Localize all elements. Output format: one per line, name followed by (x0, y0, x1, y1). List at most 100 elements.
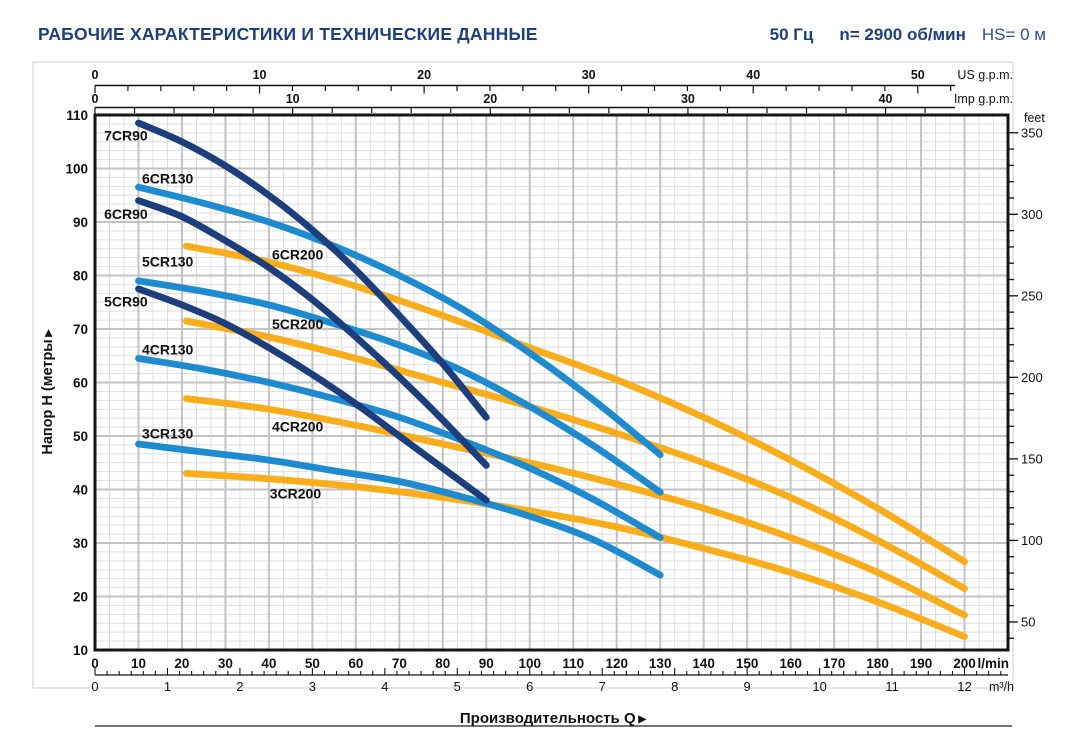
plot-border (93, 113, 1010, 652)
m3h-tick-label: 6 (526, 679, 533, 694)
curve-label-6CR200: 6CR200 (272, 246, 324, 262)
m3h-tick-label: 8 (671, 679, 678, 694)
feet-tick-label: 50 (1021, 614, 1035, 629)
feet-tick-label: 200 (1021, 370, 1043, 385)
chart-header: РАБОЧИЕ ХАРАКТЕРИСТИКИ И ТЕХНИЧЕСКИЕ ДАН… (38, 24, 1046, 45)
m3h-tick-label: 12 (957, 679, 971, 694)
lmin-tick-label: 70 (392, 656, 407, 671)
curve-label-6CR90: 6CR90 (104, 206, 148, 222)
curve-3CR200 (182, 470, 968, 640)
meters-tick-label: 90 (73, 215, 88, 230)
lmin-tick-label: 40 (261, 656, 276, 671)
curve-label-5CR200: 5CR200 (272, 316, 324, 332)
meters-tick-label: 60 (73, 375, 88, 390)
y-axis-title: Напор H (метры ▶ (40, 328, 56, 455)
curve-4CR200 (182, 395, 968, 619)
feet-tick-label: 100 (1021, 533, 1043, 548)
meters-tick-label: 40 (73, 482, 88, 497)
m3h-tick-label: 3 (309, 679, 316, 694)
x-axis-title-group: Производительность Q ▶ (95, 710, 1012, 727)
tick-label: 0 (92, 92, 99, 106)
meters-tick-label: 110 (66, 108, 88, 123)
lmin-tick-label: 50 (305, 656, 320, 671)
curve-label-5CR90: 5CR90 (104, 294, 148, 310)
feet-tick-label: 150 (1021, 451, 1043, 466)
axis-feet: 350 300 250 200 150 100 50 feet (1008, 111, 1045, 639)
lmin-tick-label: 180 (866, 656, 889, 671)
meters-tick-label: 50 (73, 429, 88, 444)
lmin-tick-label: 100 (518, 656, 541, 671)
frequency-value: 50 Гц (769, 25, 814, 44)
m3h-tick-label: 4 (381, 679, 388, 694)
axis-us-gpm: 0 10 20 30 40 50 US g.p.m. (92, 68, 1013, 94)
feet-tick-label: 250 (1021, 288, 1043, 303)
tick-label: 20 (417, 68, 431, 82)
m3h-tick-label: 2 (236, 679, 243, 694)
chart-outer-border (32, 61, 1014, 689)
tick-label: 0 (92, 68, 99, 82)
curve-6CR130 (135, 183, 664, 459)
lmin-tick-label: 80 (435, 656, 450, 671)
curve-5CR90 (135, 285, 490, 504)
tick-label: 30 (582, 68, 596, 82)
curve-6CR200 (182, 242, 968, 566)
tick-label: 40 (879, 92, 893, 106)
m3h-tick-label: 5 (454, 679, 461, 694)
m3h-tick-label: 7 (599, 679, 606, 694)
meters-tick-label: 10 (73, 643, 88, 658)
m3h-tick-label: 1 (164, 679, 171, 694)
curve-label-4CR130: 4CR130 (142, 342, 194, 358)
curve-5CR200 (182, 317, 968, 592)
tick-label: 10 (253, 68, 267, 82)
tick-label: 30 (681, 92, 695, 106)
x-axis-title: Производительность Q ▶ (460, 710, 648, 727)
lmin-tick-label: 130 (649, 656, 672, 671)
feet-tick-label: 300 (1021, 207, 1043, 222)
axis-imp-gpm-unit: Imp g.p.m. (954, 92, 1013, 106)
lmin-tick-label: 170 (823, 656, 846, 671)
feet-tick-label: 350 (1021, 125, 1043, 140)
axis-meters: 110 100 90 80 70 60 50 40 30 20 10 Напор H (метры ▶ (40, 108, 88, 658)
feet-unit: feet (1024, 111, 1045, 125)
curves (135, 119, 968, 640)
lmin-tick-label: 150 (736, 656, 759, 671)
curve-label-6CR130: 6CR130 (142, 170, 194, 186)
curve-5CR130 (135, 277, 664, 496)
axis-lmin: 0 10 20 30 40 50 60 70 80 90 100 110 120 130 140 150 160… (91, 656, 1009, 671)
meters-tick-label: 20 (73, 589, 88, 604)
m3h-tick-label: 0 (91, 679, 98, 694)
lmin-tick-label: 30 (218, 656, 233, 671)
tick-label: 20 (483, 92, 497, 106)
lmin-tick-label: 190 (910, 656, 933, 671)
grid-major (95, 115, 1008, 650)
axis-imp-gpm: 0 10 20 30 40 Imp g.p.m. (92, 92, 1013, 116)
tick-label: 40 (746, 68, 760, 82)
tick-label: 10 (286, 92, 300, 106)
meters-tick-label: 80 (73, 268, 88, 283)
axis-m3h: 0 1 2 3 4 5 6 7 8 9 10 11 12 m³/h (91, 668, 1014, 694)
lmin-tick-label: 160 (779, 656, 802, 671)
suction-head-value: HS= 0 м (981, 25, 1046, 44)
lmin-unit: l/min (978, 656, 1010, 671)
meters-tick-label: 70 (73, 322, 88, 337)
curve-label-7CR90: 7CR90 (104, 128, 148, 144)
curve-3CR130 (135, 440, 664, 579)
m3h-tick-label: 9 (744, 679, 751, 694)
lmin-tick-label: 20 (174, 656, 189, 671)
curve-label-3CR200: 3CR200 (270, 486, 322, 502)
lmin-tick-label: 0 (91, 656, 99, 671)
lmin-tick-label: 60 (348, 656, 363, 671)
lmin-tick-label: 10 (131, 656, 146, 671)
curve-label-5CR130: 5CR130 (142, 253, 194, 269)
m3h-tick-label: 10 (812, 679, 826, 694)
meters-tick-label: 100 (65, 161, 88, 176)
lmin-tick-label: 200 (953, 656, 976, 671)
curve-label-4CR200: 4CR200 (272, 419, 324, 435)
spec-values: 50 Гц n= 2900 об/мин HS= 0 м (770, 25, 1046, 45)
lmin-tick-label: 120 (605, 656, 628, 671)
page-title: РАБОЧИЕ ХАРАКТЕРИСТИКИ И ТЕХНИЧЕСКИЕ ДАН… (38, 24, 538, 44)
curve-4CR130 (135, 355, 664, 541)
tick-label: 50 (911, 68, 925, 82)
lmin-tick-label: 110 (562, 656, 584, 671)
